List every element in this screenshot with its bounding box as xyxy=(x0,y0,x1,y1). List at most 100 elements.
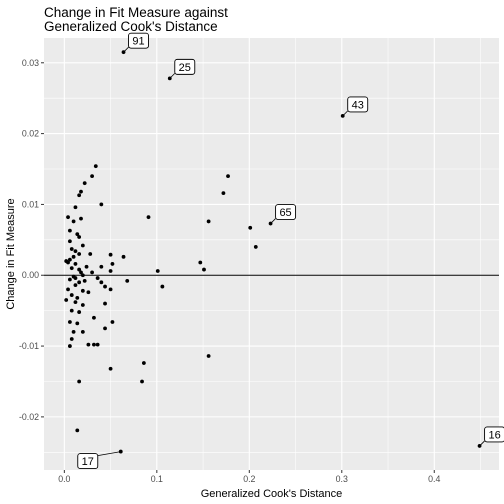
data-point xyxy=(82,181,87,186)
x-axis-ticks: 0.0 0.1 0.2 0.3 0.4 xyxy=(58,470,440,484)
label-leader-line xyxy=(479,440,485,447)
data-point xyxy=(69,293,74,297)
data-point xyxy=(75,296,80,300)
data-point xyxy=(82,279,87,283)
data-point xyxy=(86,290,91,295)
data-point xyxy=(108,287,113,292)
data-point xyxy=(80,330,85,334)
data-point xyxy=(160,284,165,289)
data-point xyxy=(141,361,146,365)
data-point xyxy=(77,379,82,384)
x-tick-label: 0.3 xyxy=(336,474,348,484)
x-tick-label: 0.0 xyxy=(58,474,70,484)
y-tick-label: 0.03 xyxy=(22,58,39,68)
data-point xyxy=(77,310,82,314)
data-point xyxy=(67,277,72,282)
y-tick-label: -0.01 xyxy=(19,341,39,351)
data-point xyxy=(90,270,94,275)
data-point xyxy=(66,287,70,292)
point-label-16: 16 xyxy=(479,426,504,447)
x-tick-label: 0.2 xyxy=(243,474,255,484)
data-point xyxy=(202,267,206,272)
data-point xyxy=(73,249,78,254)
data-point xyxy=(71,330,76,334)
data-point xyxy=(108,269,113,273)
data-point xyxy=(67,228,72,233)
data-point xyxy=(80,288,85,293)
data-point xyxy=(95,342,100,347)
label-leader-line xyxy=(97,451,121,456)
data-point xyxy=(79,216,83,221)
minor-gridlines xyxy=(44,38,499,470)
label-text: 43 xyxy=(352,99,364,111)
data-point xyxy=(140,379,144,384)
data-point xyxy=(248,225,253,230)
data-point xyxy=(80,303,85,307)
plot-panel xyxy=(44,38,499,470)
data-point xyxy=(77,235,82,239)
label-leader-line xyxy=(169,73,176,79)
data-point xyxy=(73,262,78,266)
label-text: 91 xyxy=(132,36,144,48)
y-tick-label: 0.01 xyxy=(22,199,39,209)
data-point xyxy=(198,260,203,265)
data-point xyxy=(79,270,83,275)
data-point xyxy=(221,191,226,195)
data-point xyxy=(66,215,70,220)
label-box xyxy=(484,426,504,443)
x-tick-label: 0.4 xyxy=(428,474,440,484)
data-point xyxy=(86,342,91,347)
data-point xyxy=(67,344,72,348)
data-point xyxy=(253,245,258,249)
label-text: 16 xyxy=(488,429,500,441)
label-text: 25 xyxy=(179,62,191,74)
data-point xyxy=(77,252,82,256)
label-leader-line xyxy=(270,218,276,224)
label-box xyxy=(275,204,297,220)
y-axis-ticks: -0.02 -0.01 0.00 0.01 0.02 0.03 xyxy=(19,58,44,422)
label-box xyxy=(174,58,196,75)
data-point xyxy=(108,366,113,371)
data-point xyxy=(110,320,115,324)
label-leader-line xyxy=(123,46,129,53)
data-point xyxy=(95,276,100,280)
data-point xyxy=(73,283,78,288)
label-box xyxy=(77,453,99,470)
data-point xyxy=(75,428,80,433)
label-text: 65 xyxy=(279,207,291,219)
data-point xyxy=(67,239,72,244)
data-point xyxy=(103,301,107,306)
label-text: 17 xyxy=(82,456,94,468)
data-point xyxy=(99,280,104,285)
y-axis-title: Change in Fit Measure xyxy=(5,198,17,309)
y-tick-label: 0.00 xyxy=(22,270,39,280)
chart-title-line-2: Generalized Cook's Distance xyxy=(44,19,218,34)
data-point xyxy=(66,260,70,265)
data-point xyxy=(110,262,115,266)
data-point xyxy=(103,284,107,289)
label-box xyxy=(347,96,369,113)
data-point xyxy=(125,279,130,283)
data-point xyxy=(79,189,83,194)
data-point xyxy=(121,254,126,259)
data-point xyxy=(92,342,96,347)
data-point xyxy=(92,315,96,320)
data-points xyxy=(64,50,482,454)
label-box xyxy=(128,32,149,49)
point-label-25: 25 xyxy=(169,58,196,79)
data-point xyxy=(73,300,78,305)
y-tick-label: 0.02 xyxy=(22,129,39,139)
data-point xyxy=(103,326,107,331)
x-axis-title: Generalized Cook's Distance xyxy=(201,488,343,500)
data-point xyxy=(84,264,89,269)
data-point xyxy=(75,232,80,237)
data-point xyxy=(77,280,82,285)
y-tick-label: -0.02 xyxy=(19,412,39,422)
data-point xyxy=(206,219,211,224)
data-point xyxy=(99,264,104,269)
point-label-17: 17 xyxy=(77,451,121,470)
data-point xyxy=(80,243,85,248)
data-point xyxy=(69,247,74,251)
x-tick-label: 0.1 xyxy=(151,474,163,484)
data-point xyxy=(64,298,69,302)
